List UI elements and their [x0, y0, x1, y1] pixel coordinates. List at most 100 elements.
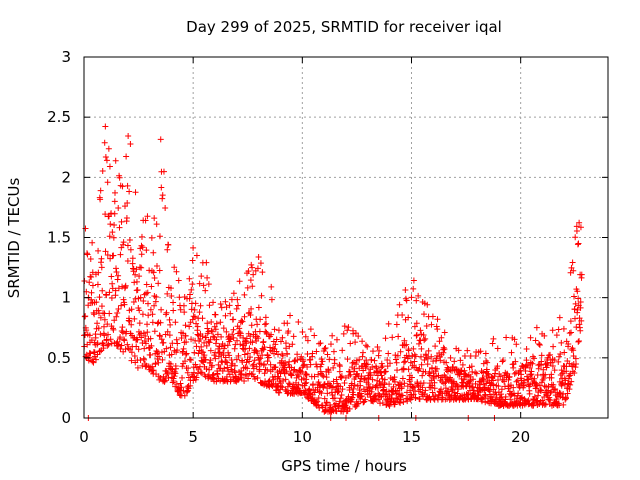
- data-point: [347, 371, 354, 378]
- data-point: [107, 336, 114, 343]
- data-point: [148, 342, 155, 349]
- data-point: [489, 340, 496, 347]
- data-point: [576, 219, 583, 226]
- data-point: [442, 385, 449, 392]
- data-point: [134, 286, 141, 293]
- data-point: [237, 330, 244, 337]
- data-point: [168, 293, 175, 300]
- data-point: [394, 352, 401, 359]
- data-point: [152, 361, 159, 368]
- data-point: [179, 348, 186, 355]
- data-point: [506, 373, 513, 380]
- data-point: [481, 385, 488, 392]
- data-point: [112, 189, 119, 196]
- data-point: [164, 290, 171, 297]
- data-point: [212, 311, 219, 318]
- y-tick-label: 1.5: [47, 229, 71, 247]
- data-point: [255, 254, 262, 261]
- data-point: [527, 334, 534, 341]
- data-point: [570, 267, 577, 274]
- data-point: [424, 355, 431, 362]
- data-point: [155, 359, 162, 366]
- data-point: [118, 302, 125, 309]
- data-point: [248, 322, 255, 329]
- data-point: [103, 157, 110, 164]
- data-point: [336, 398, 343, 405]
- data-point: [231, 362, 238, 369]
- data-point: [167, 285, 174, 292]
- data-point: [99, 287, 106, 294]
- data-point: [141, 356, 148, 363]
- data-point: [148, 234, 155, 241]
- data-point: [254, 350, 261, 357]
- data-point: [283, 345, 290, 352]
- data-point: [248, 305, 255, 312]
- data-point: [142, 340, 149, 347]
- data-point: [555, 326, 562, 333]
- data-point: [433, 355, 440, 362]
- data-point: [399, 392, 406, 399]
- data-point: [188, 336, 195, 343]
- data-point: [94, 341, 101, 348]
- data-point: [286, 358, 293, 365]
- data-point: [311, 332, 318, 339]
- data-point: [247, 333, 254, 340]
- data-point: [119, 183, 126, 190]
- data-point: [148, 283, 155, 290]
- data-point: [118, 327, 125, 334]
- data-point: [190, 369, 197, 376]
- data-point: [378, 372, 385, 379]
- data-point: [195, 350, 202, 357]
- data-point: [230, 290, 237, 297]
- data-point: [133, 278, 140, 285]
- data-point: [282, 386, 289, 393]
- data-point: [336, 361, 343, 368]
- data-point: [461, 367, 468, 374]
- data-point: [181, 392, 188, 399]
- data-point: [96, 294, 103, 301]
- data-point: [115, 285, 122, 292]
- data-point: [410, 285, 417, 292]
- data-point: [425, 347, 432, 354]
- data-point: [433, 365, 440, 372]
- data-point: [108, 273, 115, 280]
- data-point: [167, 344, 174, 351]
- data-point: [351, 382, 358, 389]
- data-point: [235, 375, 242, 382]
- data-point: [158, 306, 165, 313]
- data-point: [364, 361, 371, 368]
- data-point: [353, 361, 360, 368]
- data-point: [196, 309, 203, 316]
- data-point: [156, 233, 163, 240]
- data-point: [578, 271, 585, 278]
- data-point: [95, 247, 102, 254]
- data-point: [220, 325, 227, 332]
- data-point: [204, 320, 211, 327]
- data-point: [273, 336, 280, 343]
- data-point: [336, 368, 343, 375]
- data-point: [227, 335, 234, 342]
- data-point: [405, 366, 412, 373]
- data-point: [143, 247, 150, 254]
- data-point: [157, 136, 164, 143]
- data-point: [455, 347, 462, 354]
- data-point: [96, 348, 103, 355]
- data-point: [571, 369, 578, 376]
- data-point: [223, 373, 230, 380]
- data-point: [320, 373, 327, 380]
- data-point: [94, 281, 101, 288]
- data-point: [203, 365, 210, 372]
- data-point: [236, 278, 243, 285]
- data-point: [171, 264, 178, 271]
- data-point: [482, 350, 489, 357]
- data-point: [243, 359, 250, 366]
- data-point: [222, 298, 229, 305]
- data-point: [329, 391, 336, 398]
- data-point: [295, 318, 302, 325]
- data-point: [530, 402, 537, 409]
- data-point: [480, 369, 487, 376]
- y-tick-label: 0.5: [47, 349, 71, 367]
- data-point: [350, 330, 357, 337]
- data-point: [570, 347, 577, 354]
- data-point: [472, 369, 479, 376]
